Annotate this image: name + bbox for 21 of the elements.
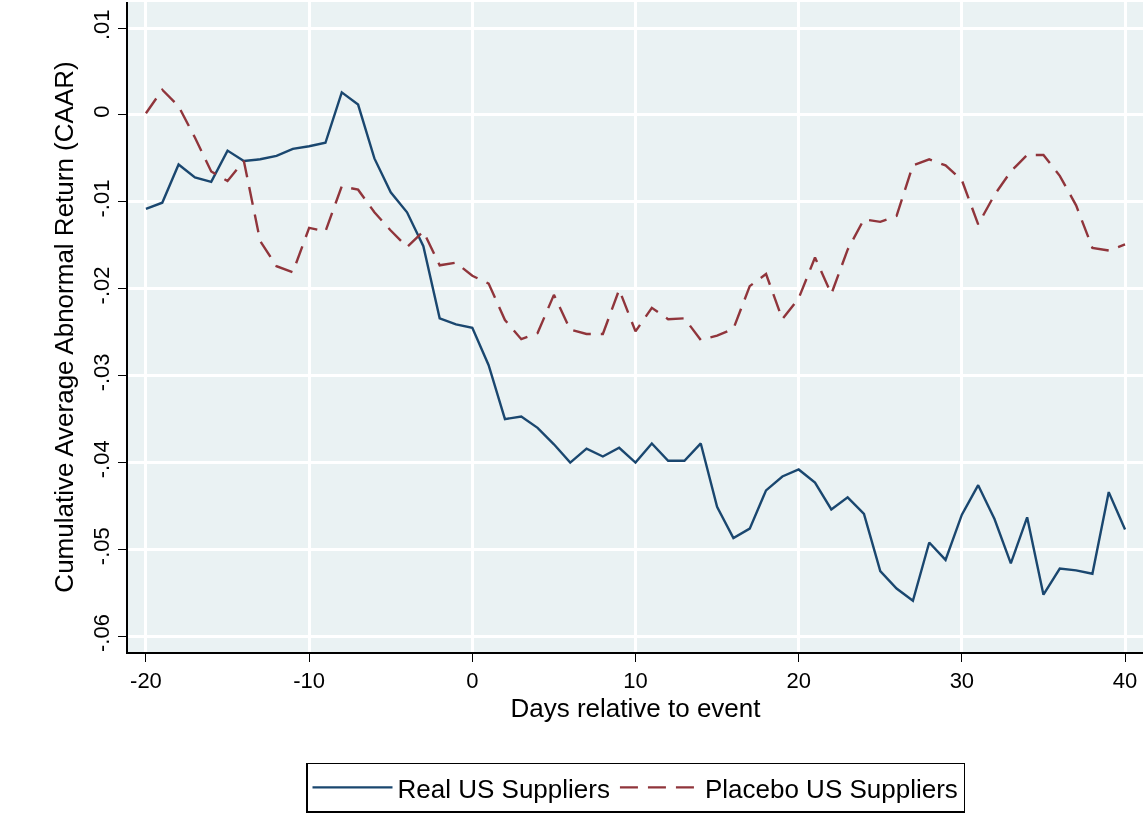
legend-label: Placebo US Suppliers [704, 773, 958, 804]
y-tick-label: -.05 [89, 527, 115, 566]
y-tick-label: -.06 [89, 614, 115, 653]
y-tick-label: -.04 [89, 440, 115, 479]
line-series [144, 91, 1127, 602]
y-tick-label: 0 [89, 105, 115, 118]
y-tick-label: -.03 [89, 353, 115, 392]
x-tick-label: -10 [293, 668, 326, 694]
x-tick-label: 30 [949, 668, 975, 694]
x-tick-label: -20 [130, 668, 162, 694]
x-tick-label: 20 [786, 668, 811, 694]
y-axis-title: Cumulative Average Abnormal Return (CAAR) [49, 61, 80, 593]
y-tick-label: -.02 [89, 266, 115, 305]
legend-label: Real US Suppliers [397, 773, 610, 804]
x-axis-title: Days relative to event [510, 693, 762, 724]
y-tick-label: -.01 [89, 179, 115, 218]
x-tick-label: 0 [466, 668, 479, 694]
line-series [144, 88, 1127, 342]
x-tick-label: 10 [623, 668, 648, 694]
y-tick-label: .01 [89, 9, 115, 41]
x-tick-label: 40 [1112, 668, 1138, 694]
